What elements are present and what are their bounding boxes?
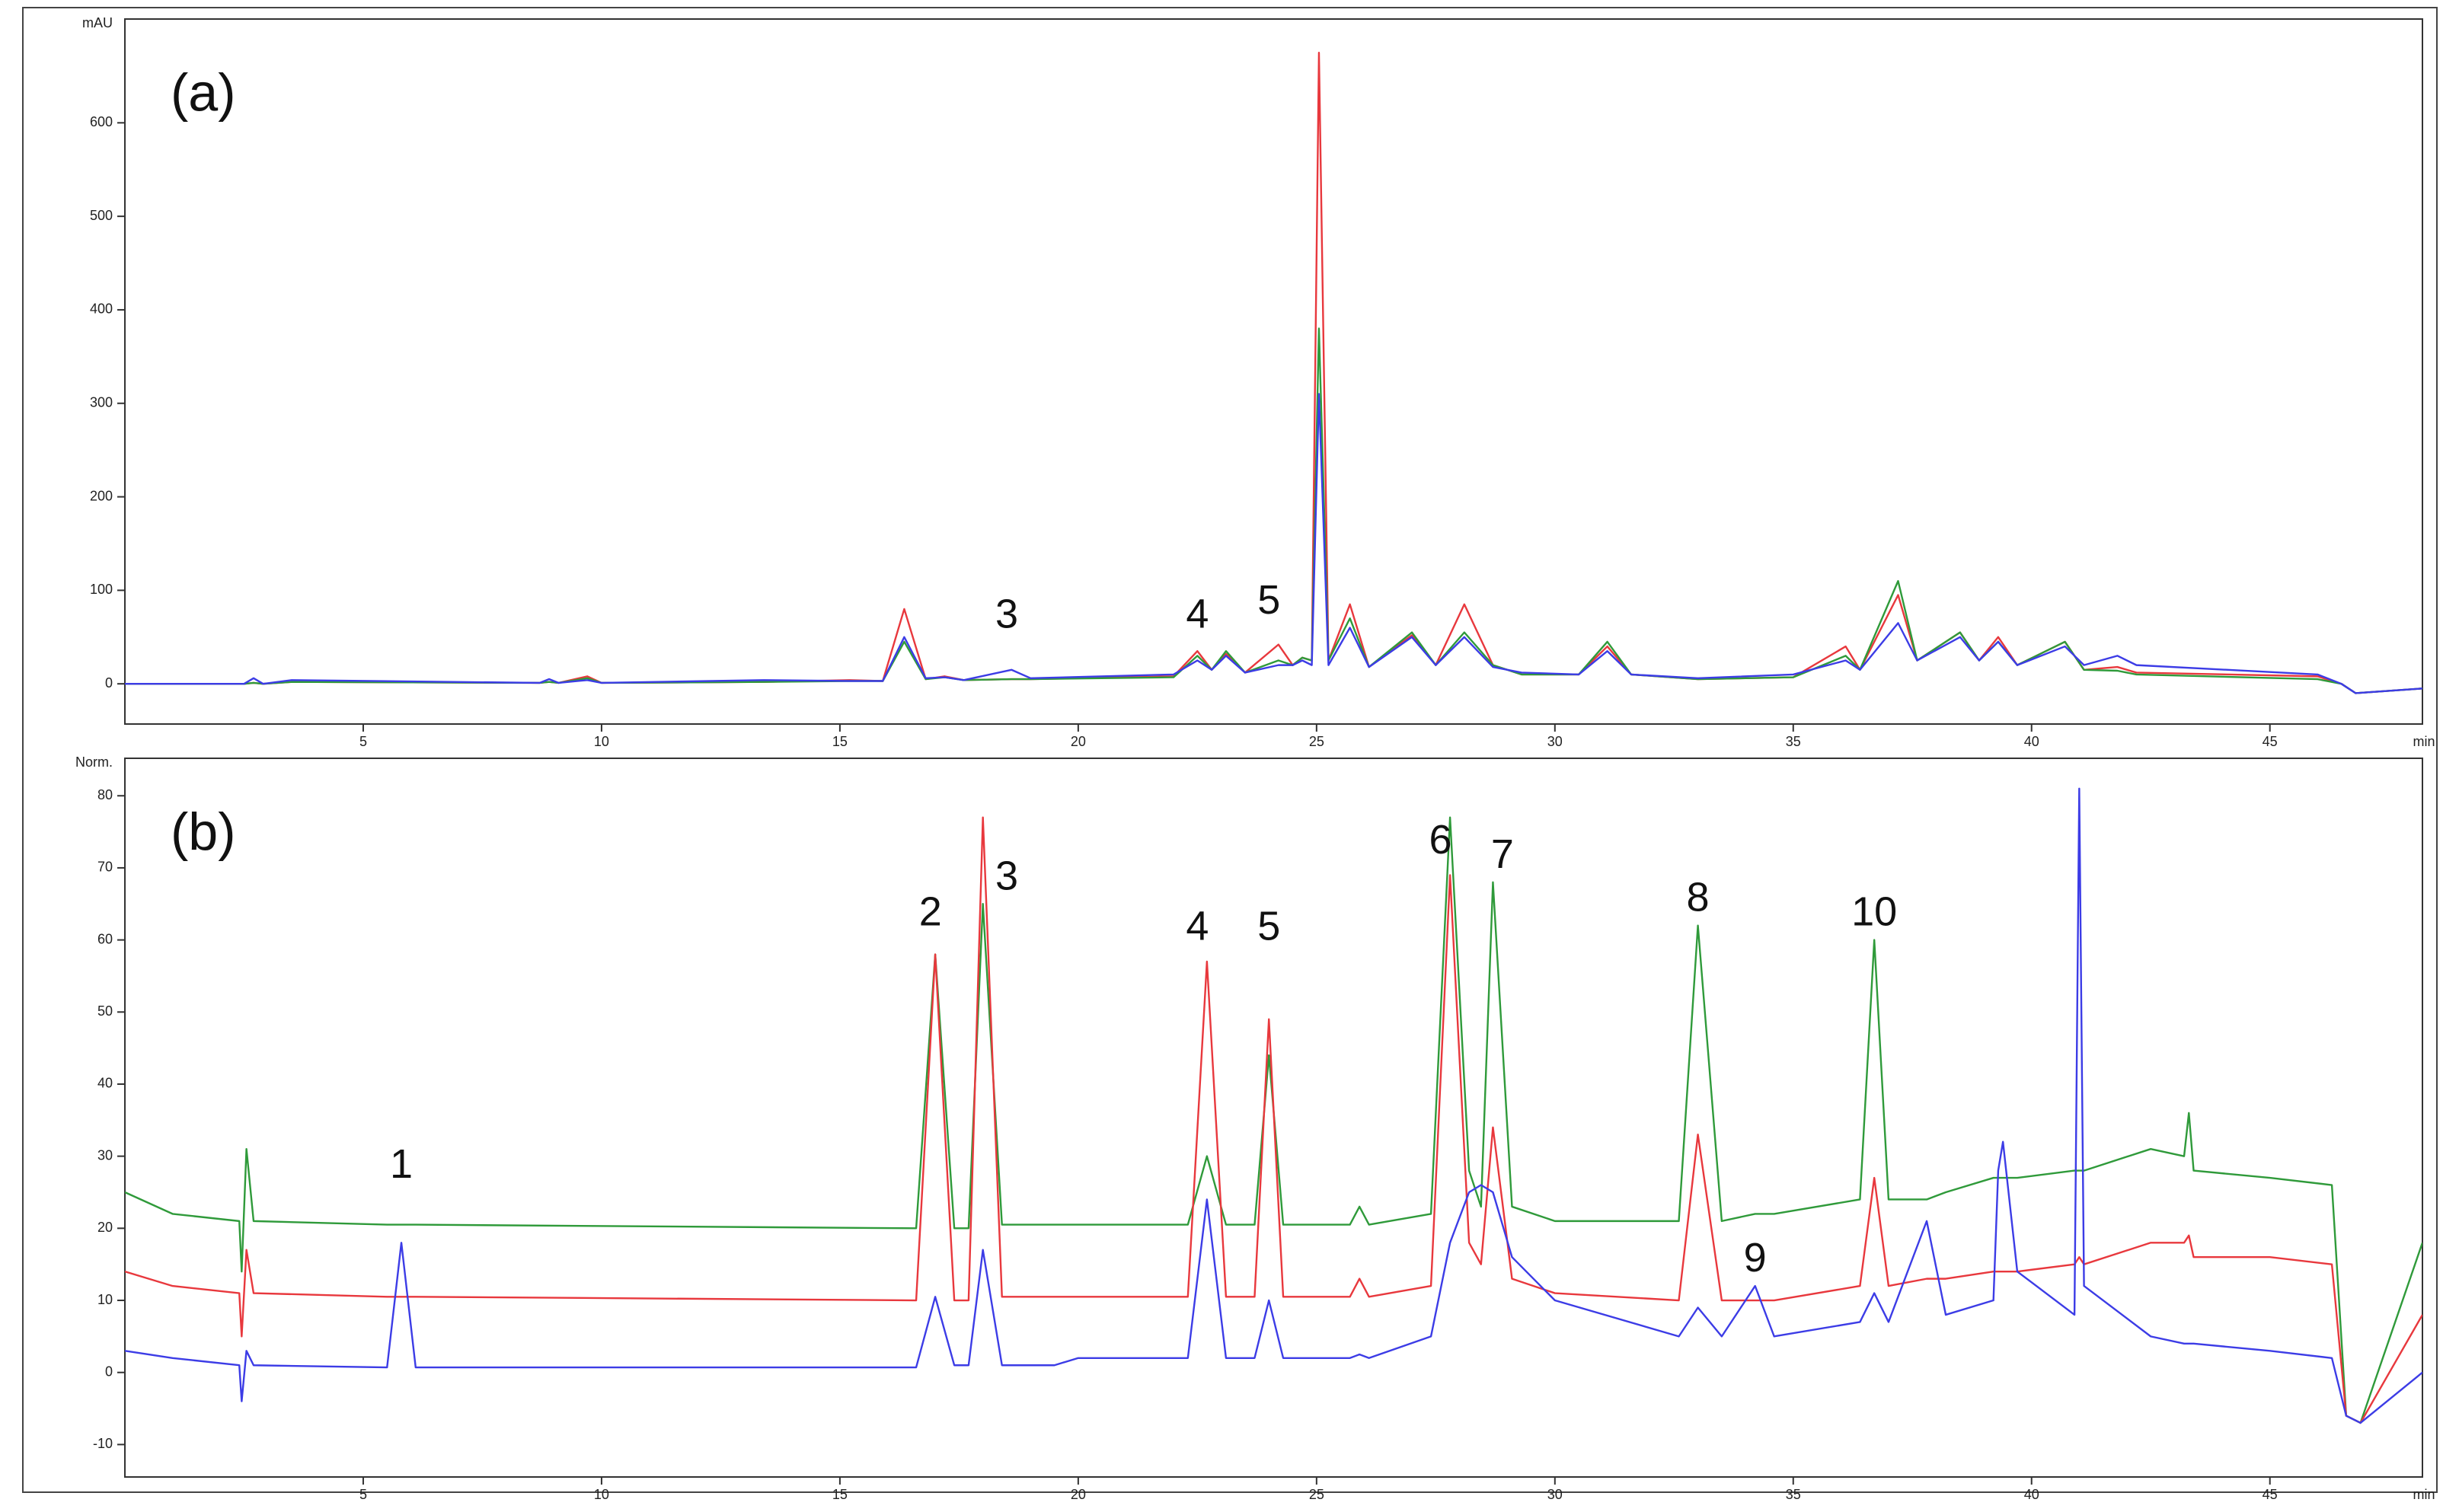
y-tick-label: 0: [105, 675, 113, 691]
peak-label: 7: [1491, 831, 1514, 877]
x-tick-label: 35: [1786, 734, 1801, 749]
x-tick-label: 20: [1071, 734, 1086, 749]
x-tick-label: 20: [1071, 1487, 1086, 1502]
series-line: [125, 816, 2422, 1424]
series-line: [125, 393, 2422, 694]
y-tick-label: 600: [90, 114, 113, 129]
series-line: [125, 816, 2422, 1424]
y-tick-label: 50: [97, 1003, 113, 1019]
x-tick-label: 45: [2263, 1487, 2278, 1502]
peak-label: 8: [1687, 875, 1710, 920]
peak-label: 4: [1186, 592, 1209, 637]
x-tick-label: 25: [1309, 1487, 1324, 1502]
y-tick-label: 300: [90, 395, 113, 410]
x-axis-label: min: [2413, 1487, 2435, 1502]
panel-label: (b): [171, 802, 236, 861]
y-axis-label: Norm.: [75, 754, 113, 770]
peak-label: 3: [995, 592, 1018, 637]
y-tick-label: 10: [97, 1292, 113, 1307]
x-tick-label: 30: [1547, 734, 1563, 749]
series-line: [125, 787, 2422, 1424]
y-tick-label: 200: [90, 488, 113, 503]
y-tick-label: 70: [97, 860, 113, 875]
x-tick-label: 15: [832, 1487, 848, 1502]
x-tick-label: 5: [359, 734, 367, 749]
x-tick-label: 10: [594, 734, 609, 749]
y-tick-label: 80: [97, 787, 113, 802]
y-tick-label: 500: [90, 208, 113, 223]
x-tick-label: 15: [832, 734, 848, 749]
x-tick-label: 25: [1309, 734, 1324, 749]
x-tick-label: 5: [359, 1487, 367, 1502]
x-tick-label: 40: [2024, 734, 2039, 749]
figure-frame: [22, 7, 2438, 1493]
x-tick-label: 45: [2263, 734, 2278, 749]
panel-label: (a): [171, 62, 236, 122]
plot-frame: [124, 758, 2423, 1478]
x-tick-label: 10: [594, 1487, 609, 1502]
peak-label: 5: [1257, 577, 1280, 623]
peak-label: 1: [390, 1141, 413, 1187]
peak-label: 6: [1429, 817, 1452, 863]
x-tick-label: 35: [1786, 1487, 1801, 1502]
y-tick-label: 0: [105, 1364, 113, 1379]
x-axis-label: min: [2413, 734, 2435, 749]
peak-label: 5: [1257, 904, 1280, 949]
y-tick-label: 20: [97, 1220, 113, 1235]
y-axis-label: mAU: [82, 15, 113, 30]
peak-label: 4: [1186, 904, 1209, 949]
y-tick-label: 100: [90, 582, 113, 597]
peak-label: 9: [1744, 1235, 1767, 1281]
peak-label: 3: [995, 853, 1018, 898]
plot-frame: [124, 18, 2423, 725]
x-tick-label: 40: [2024, 1487, 2039, 1502]
y-tick-label: 30: [97, 1147, 113, 1163]
peak-label: 2: [919, 889, 942, 935]
x-tick-label: 30: [1547, 1487, 1563, 1502]
y-tick-label: 60: [97, 931, 113, 946]
peak-label: 10: [1851, 889, 1897, 935]
y-tick-label: -10: [93, 1436, 113, 1451]
y-tick-label: 400: [90, 301, 113, 317]
y-tick-label: 40: [97, 1076, 113, 1091]
